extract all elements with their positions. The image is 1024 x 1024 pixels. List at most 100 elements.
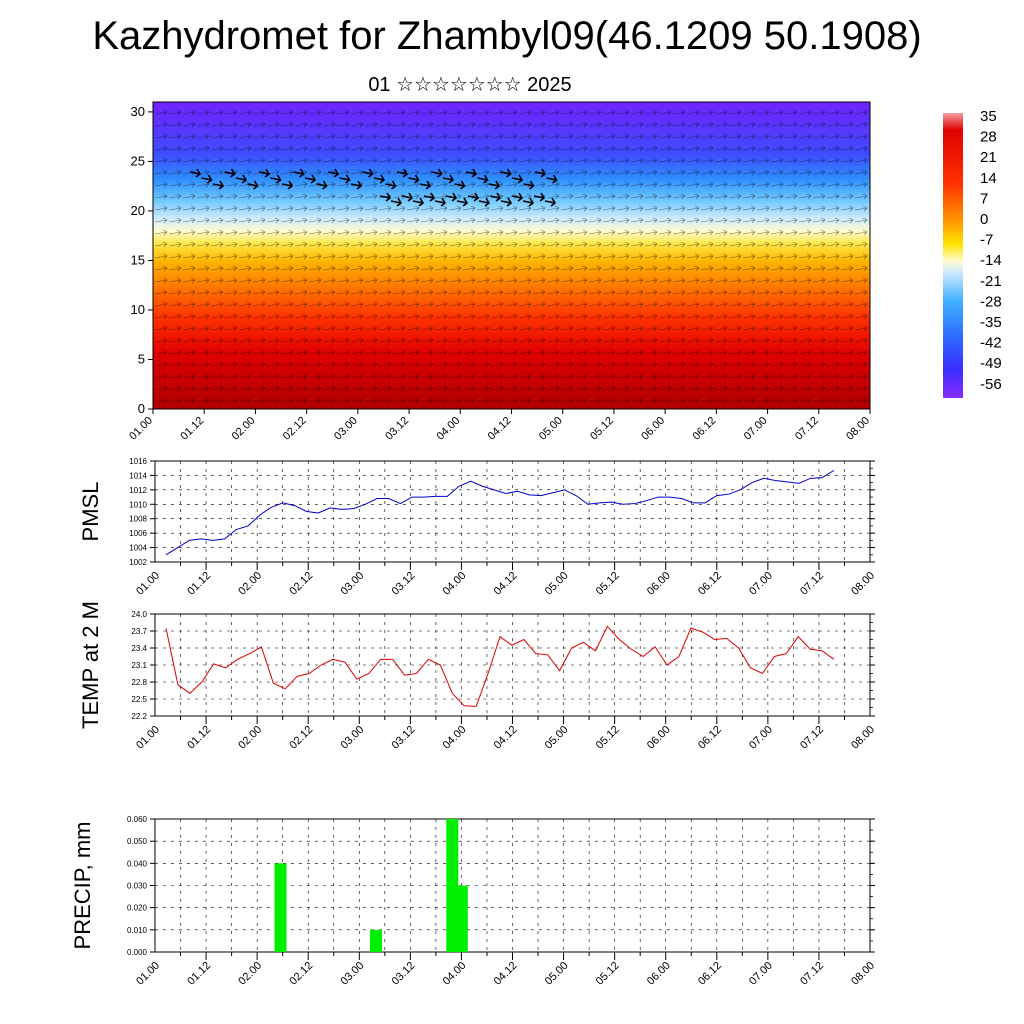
colorbar-label: 35 <box>980 108 997 125</box>
wind-barb <box>201 174 213 184</box>
x-tick-label: 03.00 <box>338 570 366 598</box>
x-tick-label: 07.12 <box>798 960 826 988</box>
wind-barb <box>511 174 524 184</box>
wind-barb <box>423 192 436 202</box>
y-tick-label: 23.7 <box>131 627 147 636</box>
cx-x-tick-label: 04.12 <box>486 415 514 443</box>
x-tick-label: 01.00 <box>134 960 162 988</box>
x-tick-label: 05.12 <box>594 724 622 752</box>
colorbar-label: -42 <box>980 335 1002 352</box>
cx-x-tick-label: 03.12 <box>383 415 411 443</box>
wind-barb <box>396 168 409 178</box>
wind-barb <box>316 180 328 190</box>
x-tick-label: 03.12 <box>390 570 418 598</box>
y-tick-label: 1012 <box>129 486 147 495</box>
x-tick-label: 08.00 <box>849 724 877 752</box>
x-tick-label: 01.12 <box>185 570 213 598</box>
y-tick-label: 22.2 <box>131 712 147 721</box>
colorbar-scale <box>943 113 963 398</box>
cx-y-tick-label: 30 <box>131 104 145 119</box>
x-tick-label: 02.00 <box>236 724 264 752</box>
y-tick-label: 1004 <box>129 544 147 553</box>
colorbar-label: -56 <box>980 376 1002 393</box>
wind-barbs <box>153 102 870 409</box>
x-tick-label: 01.00 <box>134 724 162 752</box>
cx-x-tick-label: 08.00 <box>844 415 872 443</box>
y-tick-label: 22.8 <box>131 678 147 687</box>
cx-x-tick-label: 01.12 <box>178 415 206 443</box>
colorbar-label: -14 <box>980 252 1002 269</box>
strong-wind-barbs <box>189 168 558 207</box>
y-tick-label: 22.5 <box>131 695 147 704</box>
y-axis-label: PRECIP, mm <box>70 822 95 950</box>
pmsl-panel: 1002 1004 1006 1008 1010 1012 1014 1016 01.00 01.… <box>78 457 877 598</box>
wind-barb <box>442 174 455 184</box>
colorbar-label: -49 <box>980 355 1002 372</box>
wind-barb <box>189 168 202 178</box>
wind-barb <box>224 168 236 178</box>
cx-y-tick-label: 5 <box>138 351 145 366</box>
x-tick-label: 02.12 <box>287 960 315 988</box>
precip-bar <box>455 885 468 952</box>
wind-barb <box>500 197 513 207</box>
y-tick-label: 23.4 <box>131 644 147 653</box>
wind-barb <box>235 174 248 184</box>
x-tick-label: 01.12 <box>185 724 213 752</box>
y-tick-label: 0.020 <box>127 904 148 913</box>
wind-barb <box>478 197 491 207</box>
temp-panel: 22.2 22.5 22.8 23.1 23.4 23.7 24.0 01.00 01.12 02… <box>78 601 877 752</box>
x-tick-label: 06.12 <box>696 570 724 598</box>
x-tick-label: 05.00 <box>543 960 571 988</box>
x-tick-label: 04.12 <box>492 570 520 598</box>
wind-barb <box>533 192 546 202</box>
cx-x-tick-label: 02.00 <box>230 415 258 443</box>
x-tick-label: 01.00 <box>134 570 162 598</box>
cross-section-panel: 0 5 10 15 20 25 30 01.00 01.12 02.00 02.12 03.00 03.… <box>127 101 872 443</box>
y-tick-label: 23.1 <box>131 661 147 670</box>
wind-barb <box>544 197 557 207</box>
wind-barb <box>373 174 386 184</box>
wind-barb <box>454 180 466 190</box>
y-tick-label: 1016 <box>129 457 147 466</box>
precip-bar <box>446 819 459 952</box>
cx-x-tick-label: 01.00 <box>127 415 155 443</box>
x-tick-label: 01.12 <box>185 960 213 988</box>
precip-bar <box>369 929 382 952</box>
wind-barb <box>247 180 259 190</box>
x-tick-label: 03.00 <box>338 724 366 752</box>
wind-barb <box>385 180 397 190</box>
x-tick-label: 05.00 <box>543 570 571 598</box>
colorbar-label: -28 <box>980 293 1002 310</box>
x-tick-label: 05.12 <box>594 570 622 598</box>
x-tick-label: 04.00 <box>441 960 469 988</box>
wind-barb <box>534 168 547 178</box>
x-tick-label: 08.00 <box>849 570 877 598</box>
x-tick-label: 03.12 <box>390 724 418 752</box>
x-tick-label: 02.00 <box>236 570 264 598</box>
y-tick-label: 24.0 <box>131 610 147 619</box>
wind-barb <box>477 174 489 184</box>
wind-barb <box>465 168 478 178</box>
temp-line <box>165 625 835 707</box>
wind-barb <box>511 192 524 202</box>
x-tick-label: 04.00 <box>441 724 469 752</box>
wind-barb <box>456 197 469 207</box>
cx-x-tick-label: 06.00 <box>639 415 667 443</box>
wind-barb <box>488 180 501 190</box>
wind-barb <box>212 180 225 190</box>
wind-barb <box>258 168 271 178</box>
x-tick-label: 07.00 <box>747 570 775 598</box>
y-tick-label: 1006 <box>129 529 147 538</box>
wind-barb <box>270 174 282 184</box>
wind-barb <box>390 197 403 207</box>
y-tick-label: 0.050 <box>127 837 148 846</box>
y-tick-label: 0.000 <box>127 948 148 957</box>
y-axis-label: PMSL <box>78 482 103 542</box>
x-tick-label: 02.12 <box>287 724 315 752</box>
x-tick-label: 02.12 <box>287 570 315 598</box>
wind-barb <box>434 197 447 207</box>
cx-y-tick-label: 10 <box>131 302 145 317</box>
wind-barb <box>419 180 432 190</box>
cx-x-tick-label: 04.00 <box>434 415 462 443</box>
cx-y-tick-label: 15 <box>131 252 145 267</box>
